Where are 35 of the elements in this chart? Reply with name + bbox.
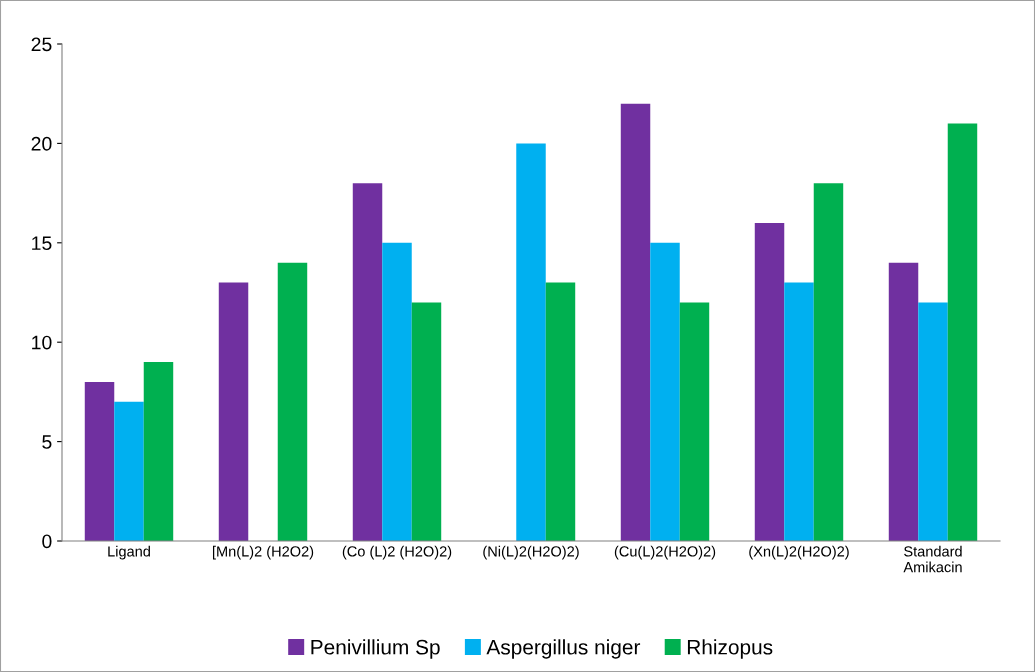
x-tick-label: (Co (L)2 (H2O)2) bbox=[342, 545, 452, 560]
bar bbox=[918, 302, 948, 541]
y-tick-label: 20 bbox=[31, 136, 52, 151]
x-tick-label: [Mn(L)2 (H2O2) bbox=[212, 545, 314, 560]
bar bbox=[620, 103, 651, 541]
x-tick-label: (Ni(L)2(H2O)2) bbox=[483, 545, 579, 560]
x-tick-label: Ligand bbox=[108, 545, 150, 560]
y-tick-label: 25 bbox=[31, 37, 52, 52]
bar bbox=[277, 262, 308, 541]
bar bbox=[650, 242, 680, 541]
y-tick-label: 10 bbox=[32, 335, 52, 350]
y-tick-label: 15 bbox=[32, 236, 52, 251]
bar bbox=[888, 262, 919, 541]
bar bbox=[679, 302, 710, 541]
bar bbox=[143, 362, 174, 541]
bar bbox=[114, 401, 144, 541]
bar bbox=[947, 123, 978, 541]
y-tick-label: 5 bbox=[42, 435, 52, 449]
bar bbox=[84, 381, 115, 541]
x-tick-label: (Xn(L)2(H2O)2) bbox=[749, 545, 849, 560]
bar bbox=[218, 282, 249, 541]
bar bbox=[516, 143, 546, 541]
legend-label: Rhizopus bbox=[687, 639, 773, 659]
bar bbox=[545, 282, 576, 541]
y-tick-label: 0 bbox=[42, 534, 52, 549]
bar bbox=[382, 242, 412, 541]
bar bbox=[784, 282, 814, 541]
x-tick-label: Standard Amikacin bbox=[903, 545, 962, 573]
bar bbox=[813, 183, 844, 541]
legend-label: Aspergillus niger bbox=[486, 639, 641, 659]
bar bbox=[411, 302, 442, 541]
bar bbox=[352, 183, 383, 541]
legend-label: Penivillium Sp bbox=[311, 639, 440, 659]
bar bbox=[754, 222, 785, 541]
x-tick-label: (Cu(L)2(H2O)2) bbox=[614, 545, 716, 560]
